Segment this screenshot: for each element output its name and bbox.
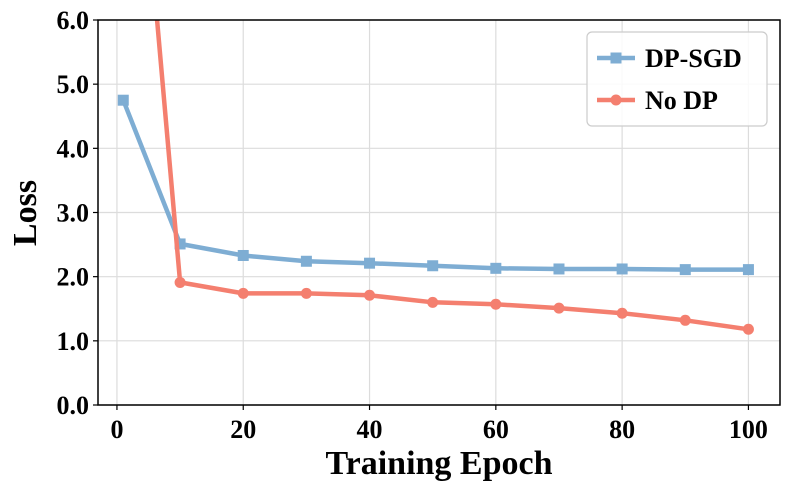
series-dp-sgd (117, 94, 754, 276)
x-axis-title: Training Epoch (325, 445, 552, 482)
x-tick-label: 100 (729, 415, 768, 444)
legend-box (586, 31, 768, 127)
series-layer (117, 20, 754, 335)
y-tick-label: 3.0 (57, 199, 90, 228)
data-point (300, 255, 312, 267)
data-point (679, 314, 691, 326)
y-tick-label: 5.0 (57, 70, 90, 99)
data-point (364, 289, 376, 301)
x-tick-label: 20 (230, 415, 256, 444)
data-point (364, 257, 376, 269)
data-point (237, 249, 249, 261)
y-axis-title: Loss (7, 180, 44, 246)
data-point (553, 302, 565, 314)
legend-marker (610, 94, 622, 106)
x-tick-label: 40 (357, 415, 383, 444)
data-point (616, 263, 628, 275)
legend: DP-SGD No DP (586, 31, 768, 127)
legend-label: No DP (645, 86, 718, 115)
x-tick-label: 60 (483, 415, 509, 444)
y-tick-label: 0.0 (57, 391, 90, 420)
legend-label: DP-SGD (645, 44, 742, 73)
x-tick-label: 80 (609, 415, 635, 444)
data-point (427, 296, 439, 308)
data-point (616, 307, 628, 319)
y-tick-label: 4.0 (57, 134, 90, 163)
data-point (427, 260, 439, 272)
ticks: 0 20 40 60 80 100 0.0 1.0 2.0 3.0 4.0 5.0 6.0 (57, 6, 768, 444)
x-tick-label: 0 (110, 415, 123, 444)
legend-marker (610, 52, 622, 64)
data-point (553, 263, 565, 275)
data-point (742, 323, 754, 335)
data-point (742, 264, 754, 276)
data-point (117, 94, 129, 106)
data-point (237, 287, 249, 299)
data-point (174, 276, 186, 288)
data-point (174, 238, 186, 250)
y-tick-label: 1.0 (57, 327, 90, 356)
data-point (490, 262, 502, 274)
data-point (490, 298, 502, 310)
y-tick-label: 2.0 (57, 263, 90, 292)
series-no-dp (154, 20, 754, 335)
data-point (300, 287, 312, 299)
y-tick-label: 6.0 (57, 6, 90, 35)
data-point (679, 264, 691, 276)
